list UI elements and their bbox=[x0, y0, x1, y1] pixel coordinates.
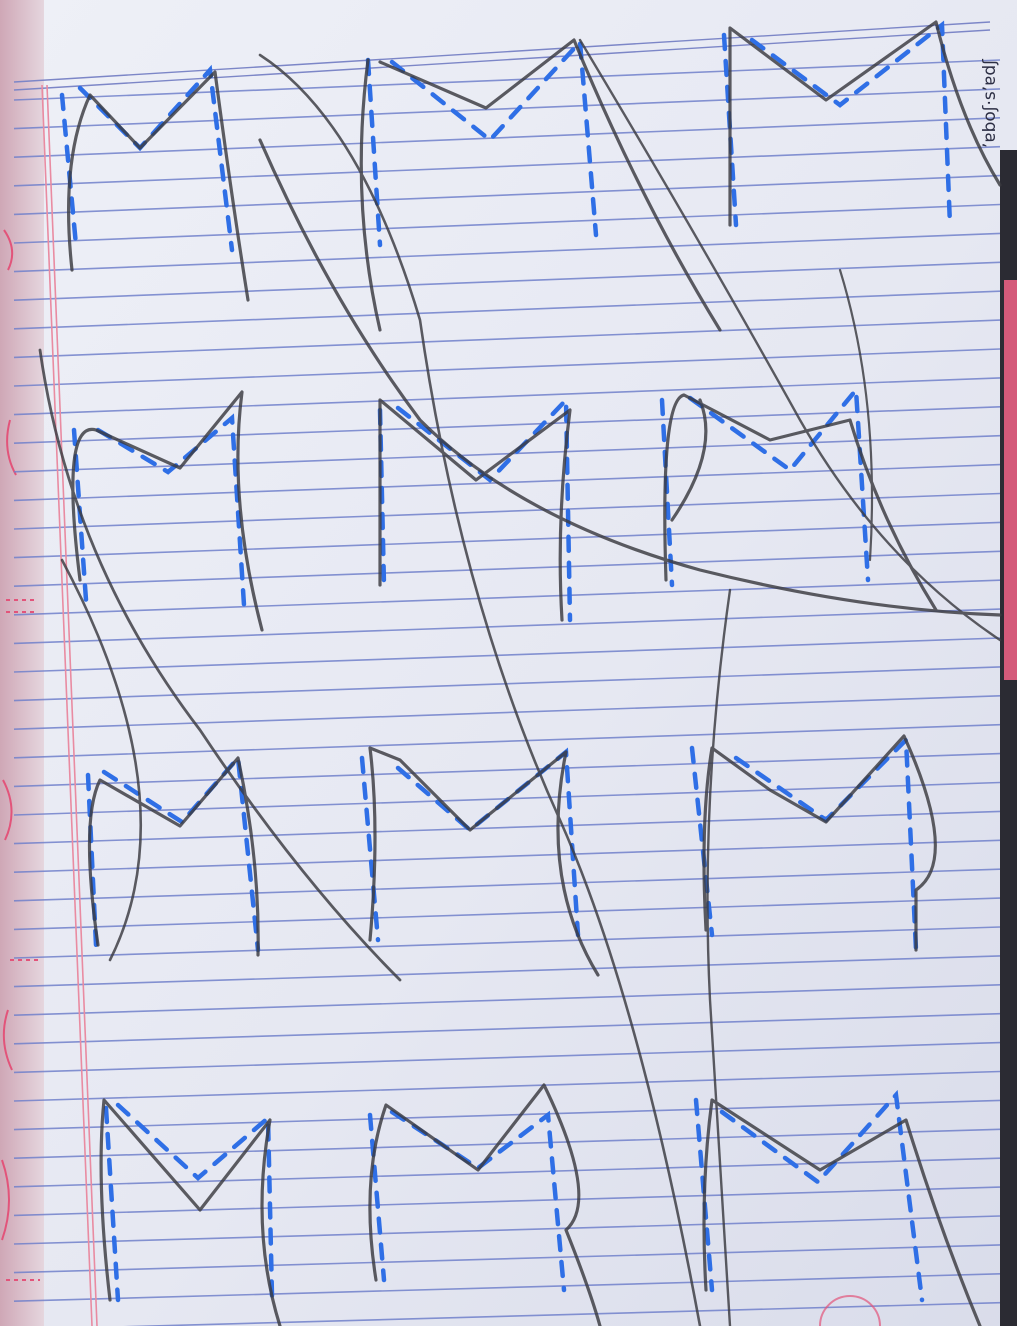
rule-line bbox=[13, 955, 1001, 988]
rule-line bbox=[13, 1215, 1001, 1245]
rule-line bbox=[13, 723, 1001, 759]
rule-line bbox=[13, 897, 1001, 931]
top-rule bbox=[13, 21, 991, 91]
rule-line bbox=[13, 984, 1001, 1016]
corner-caption: ’ɐboʃ·s’ɐdʃ bbox=[980, 59, 1000, 148]
rule-line bbox=[13, 203, 1001, 244]
rule-line bbox=[13, 608, 1001, 645]
rule-line bbox=[13, 1244, 1001, 1274]
rule-line bbox=[13, 117, 1001, 158]
rule-line bbox=[13, 290, 1001, 330]
rule-line bbox=[13, 88, 1001, 130]
rule-line bbox=[13, 463, 1001, 502]
rule-line bbox=[13, 1012, 1001, 1045]
rule-line bbox=[13, 377, 1001, 416]
rule-line bbox=[13, 145, 1001, 187]
rule-line bbox=[13, 868, 1001, 902]
rule-line bbox=[13, 492, 1001, 530]
red-mark bbox=[819, 1295, 881, 1326]
rule-line bbox=[13, 839, 1001, 873]
rule-line bbox=[123, 1301, 1001, 1326]
rule-line bbox=[13, 637, 1001, 673]
rule-line bbox=[13, 319, 1001, 359]
rule-line bbox=[13, 348, 1001, 387]
rule-line bbox=[13, 926, 1001, 959]
rule-line bbox=[13, 1186, 1001, 1217]
rule-line bbox=[13, 1273, 1001, 1302]
rule-line bbox=[13, 1041, 1001, 1074]
rule-line bbox=[13, 550, 1001, 587]
rule-line bbox=[13, 174, 1001, 216]
left-page-edge bbox=[0, 0, 44, 1326]
rule-line bbox=[13, 810, 1001, 845]
margin-line bbox=[41, 84, 98, 1326]
rule-line bbox=[13, 752, 1001, 788]
ruled-lines bbox=[13, 59, 1001, 1326]
pencil-letters bbox=[38, 20, 1002, 1326]
rule-line bbox=[13, 59, 1001, 101]
rule-line bbox=[13, 695, 1001, 730]
rule-line bbox=[13, 1099, 1001, 1131]
rule-line bbox=[13, 521, 1001, 559]
rule-line bbox=[13, 579, 1001, 616]
rule-line bbox=[13, 261, 1001, 301]
rule-line bbox=[13, 1070, 1001, 1102]
rule-line bbox=[13, 232, 1001, 273]
